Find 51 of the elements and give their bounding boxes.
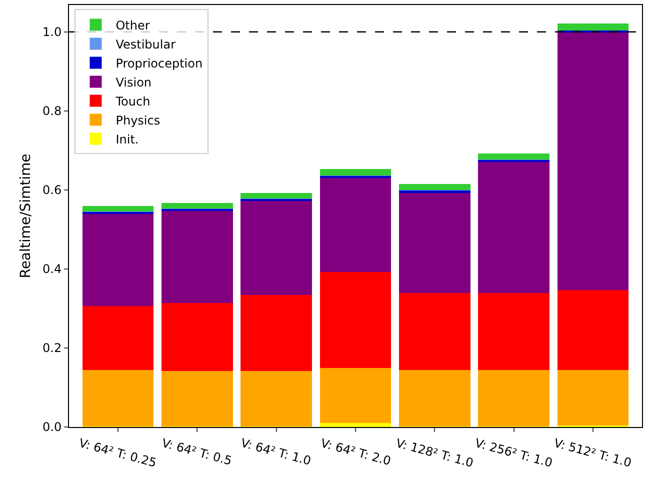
y-tick-label: 0.6 [42, 183, 62, 198]
legend-label: Other [116, 18, 150, 32]
y-tick-label: 1.0 [42, 25, 62, 40]
bar [478, 293, 550, 370]
x-tick-label: V: 64² T: 0.5 [160, 436, 234, 468]
x-tick-label: V: 512² T: 1.0 [552, 436, 633, 470]
bar [399, 184, 470, 190]
bar [320, 423, 392, 427]
bar [240, 193, 312, 199]
x-tick-label: V: 128² T: 1.0 [394, 436, 475, 470]
bar [240, 295, 312, 371]
bar [399, 193, 470, 294]
y-tick-label: 0.8 [42, 104, 62, 118]
bar [557, 290, 629, 370]
bar [557, 370, 629, 426]
bar [82, 306, 154, 370]
bar [478, 154, 550, 160]
bar [162, 210, 233, 303]
x-tick-label: V: 64² T: 1.0 [239, 436, 312, 468]
bar [399, 370, 470, 427]
legend-label: Init. [116, 132, 139, 146]
bar [82, 214, 154, 306]
bar [320, 168, 392, 176]
legend-label: Physics [116, 113, 160, 128]
y-axis-title: Realtime/Simtime [18, 154, 34, 278]
bar [557, 24, 629, 31]
bar [478, 162, 550, 294]
bar [478, 370, 550, 427]
bar [162, 370, 233, 427]
bar [557, 32, 629, 290]
y-tick-label: 0.2 [42, 341, 62, 356]
y-tick-label: 0.4 [42, 262, 62, 276]
bar [240, 370, 312, 427]
bar [399, 190, 470, 194]
bar [82, 206, 154, 212]
bar [162, 302, 233, 371]
legend-label: Vision [116, 75, 152, 90]
bar [162, 202, 233, 208]
bar [320, 178, 392, 272]
bar [240, 200, 312, 296]
bar [399, 293, 470, 370]
x-tick-label: V: 64² T: 0.25 [77, 436, 158, 470]
legend-label: Touch [114, 94, 150, 108]
bar [320, 368, 392, 424]
y-tick-label: 0.0 [42, 420, 62, 434]
legend-label: Proprioception [116, 56, 203, 70]
legend-label: Vestibular [116, 37, 176, 52]
x-tick-label: V: 64² T: 2.0 [319, 436, 392, 468]
x-tick-label: V: 256² T: 1.0 [473, 436, 554, 470]
bar [320, 272, 392, 368]
bar [82, 370, 154, 427]
